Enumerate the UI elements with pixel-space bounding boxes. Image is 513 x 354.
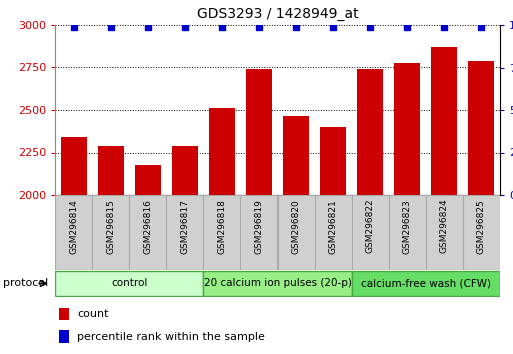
Bar (55, 195, 92, 270)
Text: protocol: protocol (3, 278, 48, 288)
Bar (209, 108, 235, 195)
Text: calcium-free wash (CFW): calcium-free wash (CFW) (361, 279, 491, 289)
Bar (278, 195, 314, 270)
Bar (92, 195, 129, 270)
Text: GSM296821: GSM296821 (329, 199, 338, 253)
Bar (135, 165, 161, 195)
Bar (203, 195, 241, 270)
Text: GSM296814: GSM296814 (69, 199, 78, 253)
Bar (389, 195, 426, 270)
Point (69, 24, 77, 29)
Point (255, 24, 263, 29)
Bar (463, 195, 500, 270)
Text: GSM296823: GSM296823 (403, 199, 412, 253)
Bar (320, 127, 346, 195)
Bar (357, 69, 383, 195)
Point (403, 24, 411, 29)
Point (181, 24, 189, 29)
Point (366, 24, 374, 29)
Text: count: count (77, 309, 109, 319)
Bar (394, 63, 420, 195)
Bar (246, 69, 272, 195)
Bar (314, 195, 352, 270)
Title: GDS3293 / 1428949_at: GDS3293 / 1428949_at (196, 7, 358, 21)
Bar (61, 137, 87, 195)
Bar (172, 146, 198, 195)
Bar (352, 195, 389, 270)
Bar (166, 195, 203, 270)
Bar (241, 195, 278, 270)
Bar (129, 195, 166, 270)
Bar (283, 116, 309, 195)
Bar (468, 61, 495, 195)
Point (292, 24, 300, 29)
Bar (97, 146, 124, 195)
Text: GSM296817: GSM296817 (180, 199, 189, 253)
Bar (426, 195, 463, 270)
Point (218, 24, 226, 29)
Text: GSM296815: GSM296815 (106, 199, 115, 253)
Text: GSM296825: GSM296825 (477, 199, 486, 253)
Point (107, 24, 115, 29)
Point (478, 24, 486, 29)
Point (329, 24, 337, 29)
Text: GSM296818: GSM296818 (218, 199, 226, 253)
Point (440, 24, 448, 29)
Text: GSM296816: GSM296816 (143, 199, 152, 253)
Text: GSM296822: GSM296822 (366, 199, 374, 253)
Text: control: control (111, 279, 147, 289)
Text: 20 calcium ion pulses (20-p): 20 calcium ion pulses (20-p) (204, 279, 351, 289)
Text: GSM296820: GSM296820 (291, 199, 301, 253)
Text: GSM296819: GSM296819 (254, 199, 264, 253)
Bar (59, 308, 69, 320)
Bar (55, 270, 203, 296)
Bar (59, 331, 69, 343)
Bar (203, 270, 352, 296)
Text: percentile rank within the sample: percentile rank within the sample (77, 332, 265, 342)
Bar (352, 270, 500, 296)
Text: GSM296824: GSM296824 (440, 199, 449, 253)
Bar (431, 47, 458, 195)
Point (144, 24, 152, 29)
